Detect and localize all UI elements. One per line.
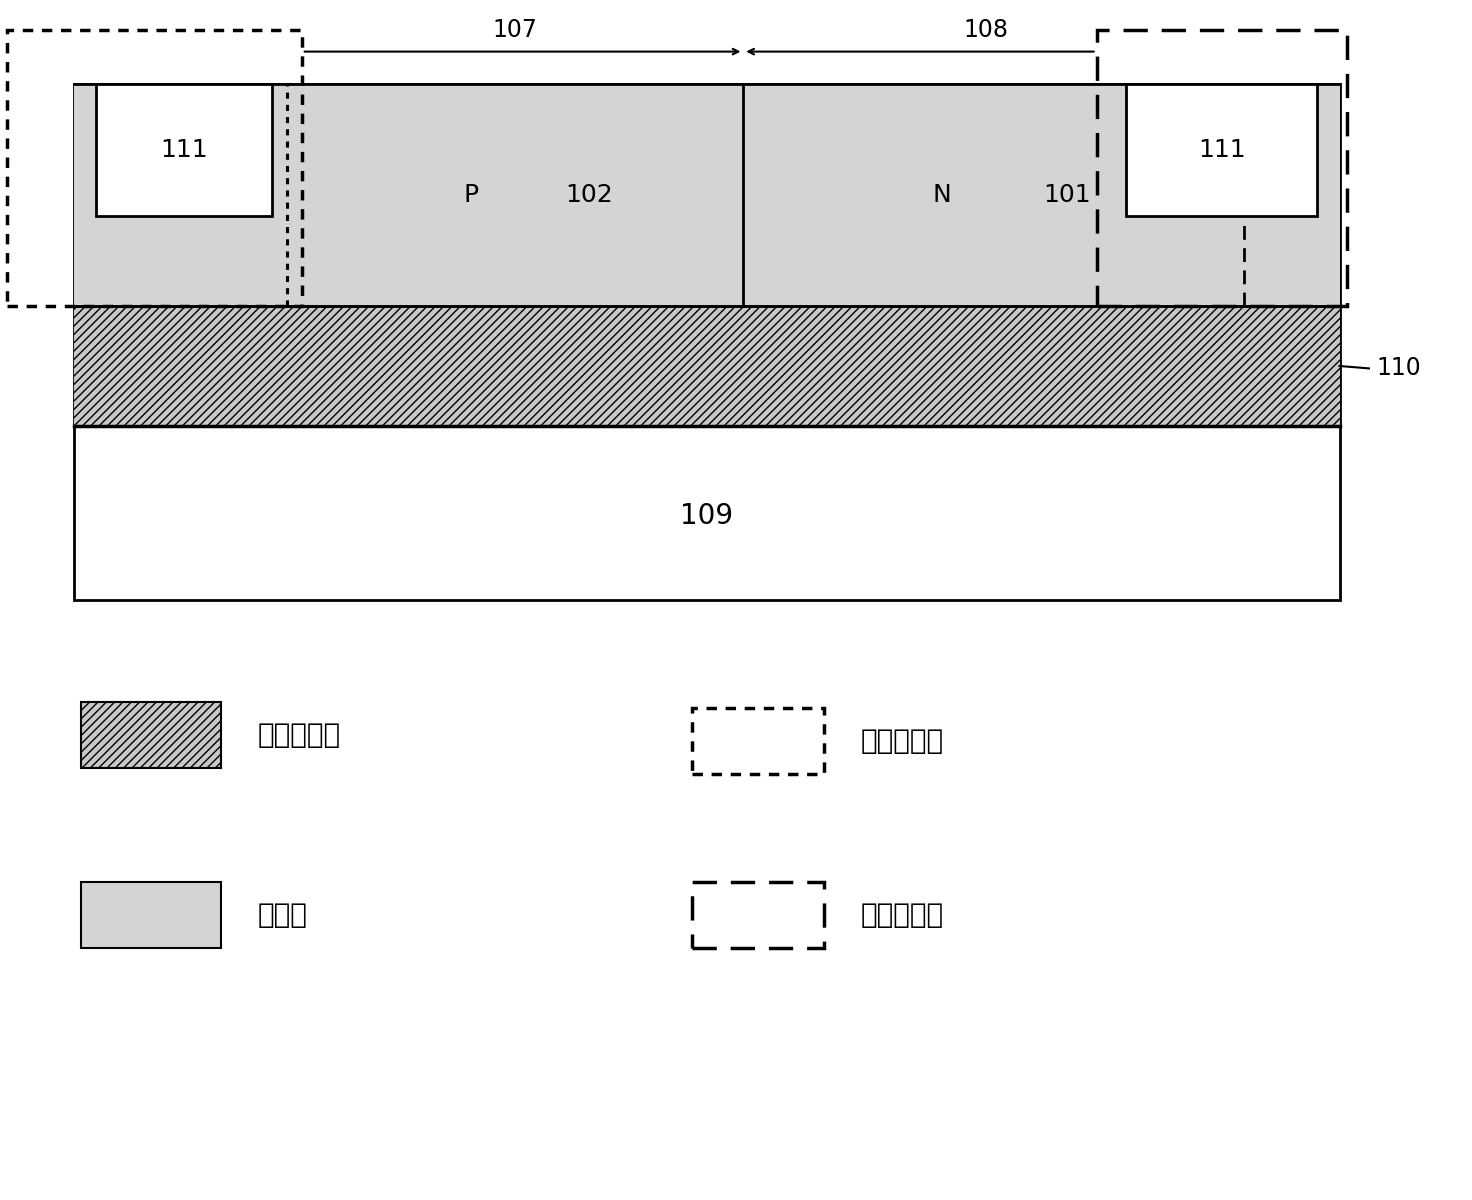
Text: 阴极接触端: 阴极接触端 [861,901,944,929]
Bar [74,84,1340,306]
Bar [81,702,221,768]
Bar [7,30,302,306]
Bar [74,84,1340,600]
Text: 102: 102 [565,182,612,206]
Bar [81,882,221,948]
Text: 103: 103 [1269,182,1316,206]
Text: 111: 111 [160,138,208,162]
Text: 109: 109 [680,502,733,530]
Text: N: N [933,182,951,206]
Text: 阳极接触端: 阳极接触端 [861,727,944,755]
Bar [692,882,824,948]
Text: 多晶硯: 多晶硯 [258,901,308,929]
Bar [1097,30,1347,306]
Text: 110: 110 [1376,356,1420,380]
Bar [1126,84,1317,216]
Bar [96,84,272,216]
Text: 108: 108 [964,18,1008,42]
Text: 107: 107 [493,18,537,42]
Text: P: P [464,182,478,206]
Text: 104: 104 [146,182,193,206]
Bar [692,708,824,774]
Text: 111: 111 [1198,138,1245,162]
Text: 氧化层场区: 氧化层场区 [258,721,340,749]
Bar [74,306,1340,426]
Text: 101: 101 [1044,182,1091,206]
